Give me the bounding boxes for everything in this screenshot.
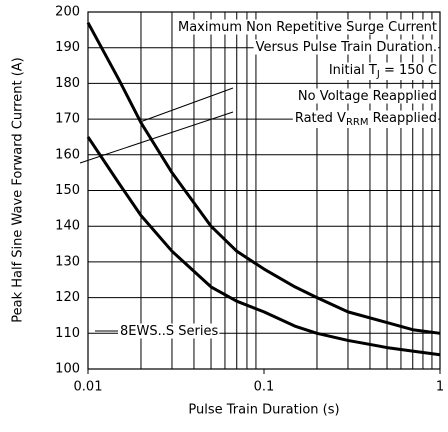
y-axis-label: Peak Half Sine Wave Forward Current (A) xyxy=(11,57,26,323)
annotation-background xyxy=(118,323,220,339)
annotation-text: Maximum Non Repetitive Surge Current xyxy=(178,20,437,35)
annotation: No Voltage Reapplied xyxy=(298,89,437,104)
x-tick-label: 0.01 xyxy=(74,380,103,395)
annotation: 8EWS..S Series xyxy=(120,324,218,339)
y-tick-label: 170 xyxy=(55,112,80,127)
annotation: Initial TJ = 150 C xyxy=(329,63,437,81)
annotation-text: No Voltage Reapplied xyxy=(298,89,437,104)
y-tick-label: 100 xyxy=(55,362,80,377)
annotation-text: 8EWS..S Series xyxy=(120,324,218,339)
annotation-subscript: RRM xyxy=(346,117,369,128)
annotation-background xyxy=(292,110,438,128)
leader-line xyxy=(79,111,234,164)
y-tick-label: 130 xyxy=(55,254,80,269)
y-tick-label: 120 xyxy=(55,290,80,305)
y-tick-label: 110 xyxy=(55,326,80,341)
y-tick-label: 150 xyxy=(55,183,80,198)
x-tick-label: 1 xyxy=(436,380,444,395)
annotation-text: = 150 C xyxy=(380,63,437,78)
annotation-background xyxy=(176,19,438,35)
annotation: Versus Pulse Train Duration. xyxy=(256,40,437,55)
curve xyxy=(86,21,441,335)
y-tick-label: 140 xyxy=(55,219,80,234)
leader-line xyxy=(139,87,234,123)
annotation-text: Rated V xyxy=(295,111,346,126)
annotation-subscript: J xyxy=(376,69,380,80)
annotation: Maximum Non Repetitive Surge Current xyxy=(178,20,437,35)
annotation-background xyxy=(326,62,438,80)
annotation-background xyxy=(295,88,438,104)
annotation-background xyxy=(253,39,438,55)
x-tick-label: 0.1 xyxy=(254,380,275,395)
y-tick-label: 180 xyxy=(55,76,80,91)
annotation-text: Initial T xyxy=(329,63,377,78)
curve xyxy=(86,136,441,357)
y-tick-label: 190 xyxy=(55,40,80,55)
y-tick-label: 160 xyxy=(55,147,80,162)
x-axis-label: Pulse Train Duration (s) xyxy=(188,403,339,418)
y-tick-label: 200 xyxy=(55,5,80,20)
annotation-text: Versus Pulse Train Duration. xyxy=(256,40,437,55)
annotation: Rated VRRM Reapplied xyxy=(295,111,437,129)
annotation-text: Reapplied xyxy=(368,111,437,126)
